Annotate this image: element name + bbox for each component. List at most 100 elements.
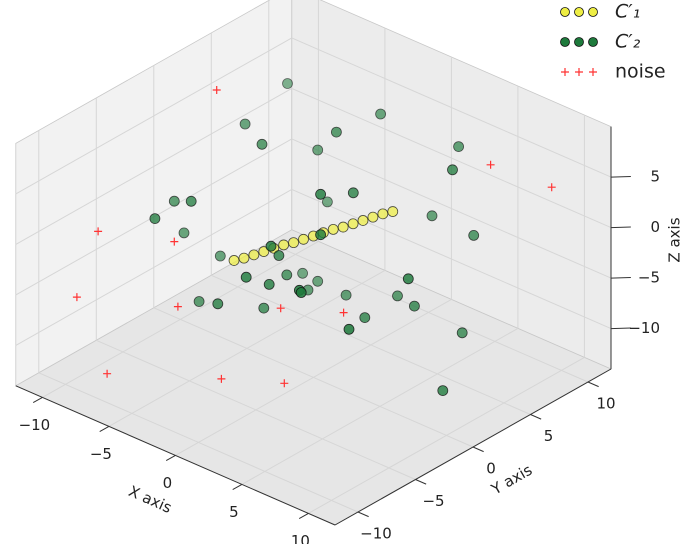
tick-mark	[530, 414, 542, 420]
x-tick-label: 10	[291, 532, 310, 544]
noise-point	[212, 86, 221, 94]
noise-point	[72, 293, 81, 302]
tick-mark	[232, 483, 243, 491]
point	[375, 108, 387, 120]
tick-mark	[472, 446, 484, 453]
grid-line	[38, 372, 359, 513]
point	[281, 269, 293, 281]
point	[239, 118, 251, 130]
point	[312, 144, 324, 156]
point	[392, 290, 403, 302]
point	[185, 195, 197, 207]
noise-point	[486, 160, 495, 169]
x-tick-label: 5	[229, 503, 239, 521]
point	[238, 252, 250, 264]
noise-point	[217, 374, 226, 383]
tick-mark	[610, 327, 631, 330]
grid-line	[291, 87, 612, 229]
point	[228, 255, 240, 266]
point	[321, 196, 333, 208]
point	[295, 287, 307, 298]
legend-marker	[560, 37, 570, 47]
grid-line	[291, 188, 612, 330]
point	[263, 278, 275, 290]
legend-marker	[574, 37, 584, 47]
point	[258, 246, 270, 257]
x-tick-label: −5	[90, 445, 112, 463]
point	[340, 289, 352, 301]
grid-line	[211, 274, 531, 415]
y-tick-label: 0	[486, 460, 496, 478]
point	[315, 229, 327, 241]
point	[347, 187, 359, 199]
grid-line	[291, 37, 612, 178]
tick-mark	[610, 226, 631, 229]
point	[437, 385, 449, 397]
point	[240, 271, 252, 283]
tick-mark	[610, 176, 631, 178]
legend-marker	[589, 68, 597, 76]
legend-marker	[561, 68, 569, 76]
legend-label: C′₂	[615, 31, 641, 53]
legend-label: C′₁	[615, 1, 640, 23]
grid-line	[15, 87, 293, 245]
tick-mark	[99, 425, 110, 433]
noise-point	[173, 302, 182, 311]
y-tick-label: −5	[422, 492, 444, 510]
point	[468, 229, 480, 241]
tick-mark	[415, 479, 427, 485]
legend-marker	[574, 7, 584, 17]
tick-mark	[32, 396, 43, 404]
z-tick-label: −10	[628, 319, 660, 337]
grid-line	[153, 307, 474, 448]
point	[367, 211, 379, 223]
point	[447, 164, 458, 176]
point	[288, 237, 299, 249]
x-axis-line	[15, 385, 336, 526]
grid-line	[15, 37, 293, 195]
z-tick-label: 5	[650, 168, 660, 186]
noise-point	[547, 183, 556, 192]
y-axis-line	[334, 368, 612, 526]
point	[408, 300, 420, 312]
legend-marker	[560, 7, 570, 17]
tick-mark	[610, 277, 631, 279]
point	[178, 227, 190, 239]
point	[212, 298, 224, 310]
point	[330, 126, 342, 138]
point	[357, 215, 369, 226]
point	[149, 213, 161, 225]
tick-mark	[165, 454, 176, 462]
grid-line	[291, 138, 612, 279]
point	[297, 267, 309, 279]
panes	[14, 0, 631, 526]
legend-marker	[575, 68, 583, 76]
y-tick-label: −10	[360, 525, 392, 543]
point	[312, 275, 324, 287]
noise-point	[276, 304, 285, 313]
point	[168, 195, 180, 207]
noise-point	[339, 308, 348, 317]
point	[214, 250, 226, 262]
legend-marker	[588, 7, 598, 17]
noise-point	[170, 237, 179, 246]
point	[282, 78, 293, 89]
grid-line	[15, 188, 293, 346]
point	[265, 240, 277, 252]
x-tick-label: −10	[19, 416, 51, 434]
noise-point	[280, 379, 289, 388]
point	[298, 233, 309, 245]
point	[359, 312, 371, 324]
point	[315, 188, 327, 200]
z-tick-label: 0	[650, 218, 660, 236]
point	[273, 250, 285, 261]
y-tick-label: 5	[544, 427, 554, 445]
z-axis-label: Z axis	[666, 217, 684, 262]
noise-point	[94, 227, 103, 236]
point	[387, 206, 399, 217]
z-tick-label: −5	[638, 269, 660, 287]
grid-line	[96, 339, 416, 480]
point	[193, 296, 205, 307]
point	[278, 239, 290, 251]
